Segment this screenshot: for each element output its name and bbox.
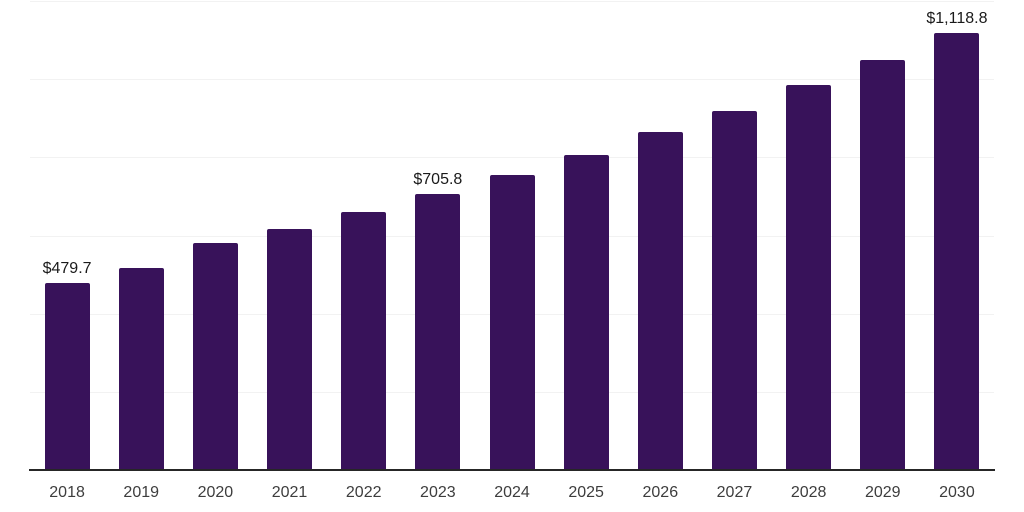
gridline-800 [30, 157, 994, 159]
bar-value-label-2018: $479.7 [42, 259, 92, 277]
bar-2024 [489, 174, 535, 470]
bar-2020 [192, 243, 238, 470]
x-tick-label-2018: 2018 [49, 484, 85, 501]
bar-2019 [118, 267, 164, 470]
bar-2027 [711, 110, 757, 470]
bar-value-label-2030: $1,118.8 [926, 9, 988, 27]
plot-area [30, 1, 994, 470]
bar-2023 [415, 194, 461, 470]
x-tick-label-2019: 2019 [123, 484, 160, 501]
x-tick-label-2030: 2030 [939, 484, 975, 501]
x-tick-label-2025: 2025 [568, 484, 604, 501]
gridline-1200 [30, 1, 994, 2]
bar-2021 [267, 229, 313, 470]
x-tick-label-2029: 2029 [864, 484, 901, 501]
bar-2025 [563, 155, 609, 470]
x-tick-label-2023: 2023 [420, 484, 456, 501]
bar-2026 [637, 132, 683, 470]
x-tick-label-2027: 2027 [716, 484, 753, 501]
bar-2018 [44, 282, 90, 470]
bar-2029 [860, 59, 906, 470]
x-tick-label-2028: 2028 [790, 484, 827, 501]
x-tick-label-2026: 2026 [642, 484, 679, 501]
x-tick-label-2024: 2024 [494, 484, 530, 501]
x-tick-label-2021: 2021 [271, 484, 308, 501]
bar-2022 [341, 212, 387, 470]
bar-value-label-2023: $705.8 [413, 171, 463, 189]
bar-2028 [786, 85, 832, 470]
x-axis-line [29, 469, 995, 471]
x-tick-label-2020: 2020 [197, 484, 234, 501]
gridline-1000 [30, 79, 994, 81]
x-tick-label-2022: 2022 [345, 484, 382, 501]
bar-2030 [934, 32, 980, 470]
